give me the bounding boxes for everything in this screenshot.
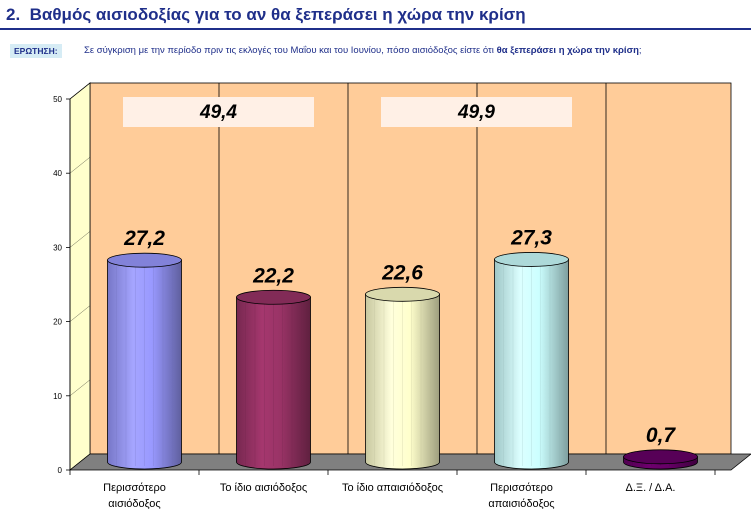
bar-1 [236, 289, 311, 470]
y-tick-label: 0 [58, 466, 63, 475]
bar-value-label: 27,2 [123, 227, 165, 250]
chart-title: 2. Βαθμός αισιοδοξίας για το αν θα ξεπερ… [6, 5, 526, 25]
y-gridline [69, 305, 91, 322]
bar-0 [107, 252, 182, 470]
question-text-plain: Σε σύγκριση με την περίοδο πριν τις εκλο… [84, 45, 497, 56]
plot-side-wall [69, 82, 91, 471]
group-total-label: 49,4 [199, 102, 237, 123]
y-gridline [69, 82, 91, 100]
bar-3 [494, 252, 569, 470]
bar-value-label: 22,6 [381, 261, 423, 284]
bar-cap [236, 289, 311, 305]
question-text-bold: θα ξεπεράσει η χώρα την κρίση [496, 45, 639, 56]
x-tick-label-line: Το ίδιο απαισιόδοξος [341, 482, 444, 494]
bar-value-label: 22,2 [252, 264, 294, 287]
title-text: Βαθμός αισιοδοξίας για το αν θα ξεπεράσε… [29, 5, 526, 24]
y-tick-label: 20 [53, 318, 62, 327]
question-badge: ΕΡΩΤΗΣΗ: [10, 44, 62, 58]
y-tick-label: 50 [53, 95, 62, 104]
x-tick-label: Το ίδιο απαισιόδοξος [328, 480, 458, 496]
title-number: 2. [6, 5, 21, 24]
x-tick-label-line: Περισσότερο [103, 482, 166, 494]
x-tick-label-line: αισιόδοξος [108, 498, 161, 510]
bar-cap [365, 286, 440, 302]
bar-4 [623, 449, 698, 470]
bar-cap [494, 252, 569, 267]
bar-2 [365, 286, 440, 470]
group-total-box [123, 97, 314, 127]
x-tick-label: Δ.Ξ. / Δ.Α. [586, 480, 716, 496]
y-tick-label: 40 [53, 169, 62, 178]
x-tick-label-line: Δ.Ξ. / Δ.Α. [625, 482, 676, 494]
x-tick-label: Περισσότερο απαισιόδοξος [457, 480, 587, 512]
bar-cap [623, 449, 698, 465]
y-gridline [69, 379, 91, 396]
bar-value-label: 0,7 [646, 424, 677, 447]
group-total-label: 49,9 [457, 102, 495, 123]
x-tick-label-line: Το ίδιο αισιόδοξος [219, 482, 308, 494]
x-tick-label-line: Περισσότερο [490, 482, 553, 494]
y-tick-label: 10 [53, 392, 62, 401]
y-tick-label: 30 [53, 243, 62, 252]
bar-cap [107, 252, 182, 268]
question-text: Σε σύγκριση με την περίοδο πριν τις εκλο… [84, 45, 642, 56]
group-total-box [381, 97, 572, 127]
x-tick-label: Περισσότερο αισιόδοξος [70, 480, 200, 512]
bar-value-label: 27,3 [510, 226, 552, 249]
x-tick-label-line: απαισιόδοξος [488, 498, 555, 510]
y-gridline [69, 231, 91, 248]
question-text-end: ; [638, 45, 642, 56]
title-divider [0, 28, 751, 30]
y-gridline [69, 157, 91, 174]
x-tick-label: Το ίδιο αισιόδοξος [199, 480, 329, 496]
